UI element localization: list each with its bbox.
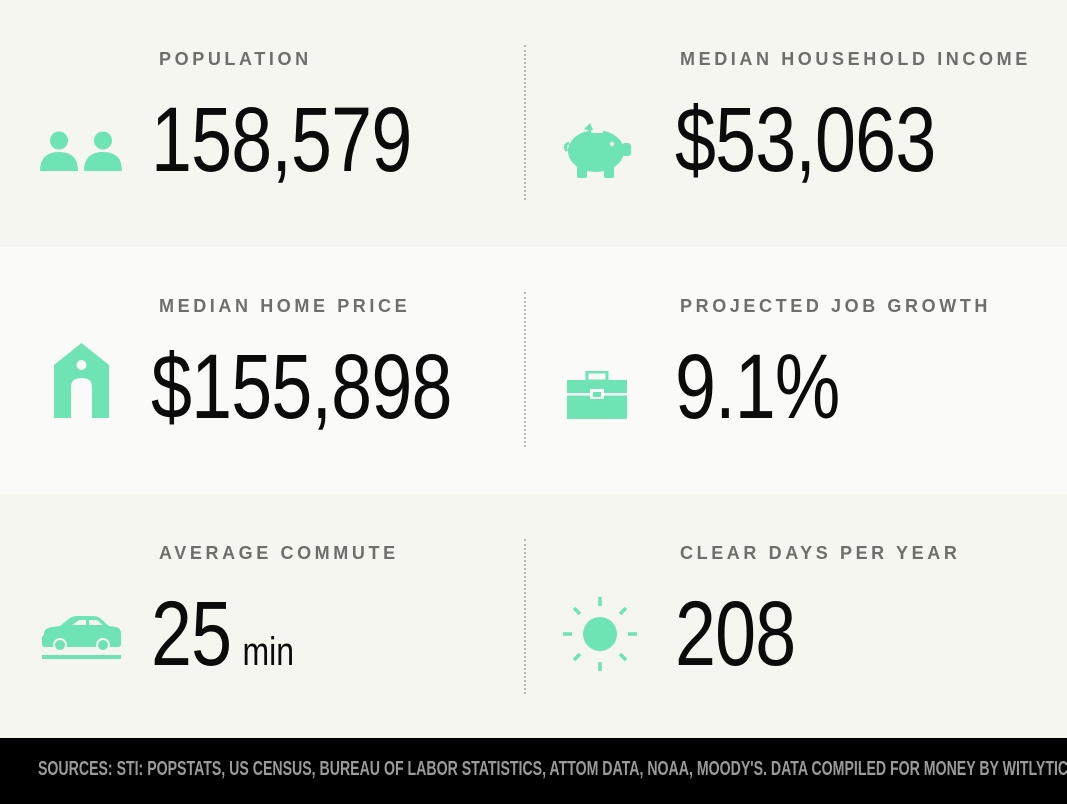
stat-value: 208 — [675, 583, 796, 685]
column-divider — [524, 539, 526, 694]
sources-footer: SOURCES: STI: POPSTATS, US CENSUS, BUREA… — [0, 738, 1067, 804]
people-icon — [40, 131, 124, 173]
stat-value: 25 min — [151, 586, 294, 700]
stats-row-1: POPULATION 158,579 MEDIAN HOUSEHOLD INCO… — [0, 0, 1067, 247]
stat-label: PROJECTED JOB GROWTH — [680, 296, 992, 316]
stats-row-2: MEDIAN HOME PRICE $155,898 PROJECTED JOB… — [0, 247, 1067, 494]
column-divider — [524, 45, 526, 200]
stat-median-household-income: MEDIAN HOUSEHOLD INCOME $53,063 — [526, 0, 1067, 247]
column-divider — [524, 292, 526, 447]
stat-label: AVERAGE COMMUTE — [159, 543, 399, 563]
stat-label: CLEAR DAYS PER YEAR — [680, 543, 961, 563]
sun-icon — [562, 596, 638, 672]
stat-label: MEDIAN HOME PRICE — [159, 296, 411, 316]
piggy-bank-icon — [564, 121, 632, 179]
stat-value: $53,063 — [675, 89, 936, 191]
stats-row-3: AVERAGE COMMUTE 25 min CLEAR DAYS PER YEA… — [0, 494, 1067, 738]
stat-value: 158,579 — [151, 89, 412, 191]
briefcase-icon — [567, 371, 627, 419]
commute-number: 25 — [151, 583, 232, 685]
stat-value: $155,898 — [151, 336, 452, 438]
stat-label: MEDIAN HOUSEHOLD INCOME — [680, 49, 1031, 69]
stat-label: POPULATION — [159, 49, 312, 69]
stat-clear-days-per-year: CLEAR DAYS PER YEAR 208 — [526, 494, 1067, 741]
stat-average-commute: AVERAGE COMMUTE 25 min — [0, 494, 524, 741]
stat-projected-job-growth: PROJECTED JOB GROWTH 9.1% — [526, 247, 1067, 494]
sources-text: SOURCES: STI: POPSTATS, US CENSUS, BUREA… — [38, 758, 1067, 780]
commute-unit: min — [242, 630, 295, 674]
stat-median-home-price: MEDIAN HOME PRICE $155,898 — [0, 247, 524, 494]
house-icon — [54, 343, 109, 418]
car-icon — [42, 615, 121, 661]
stat-value: 9.1% — [675, 336, 840, 438]
stat-population: POPULATION 158,579 — [0, 0, 524, 247]
